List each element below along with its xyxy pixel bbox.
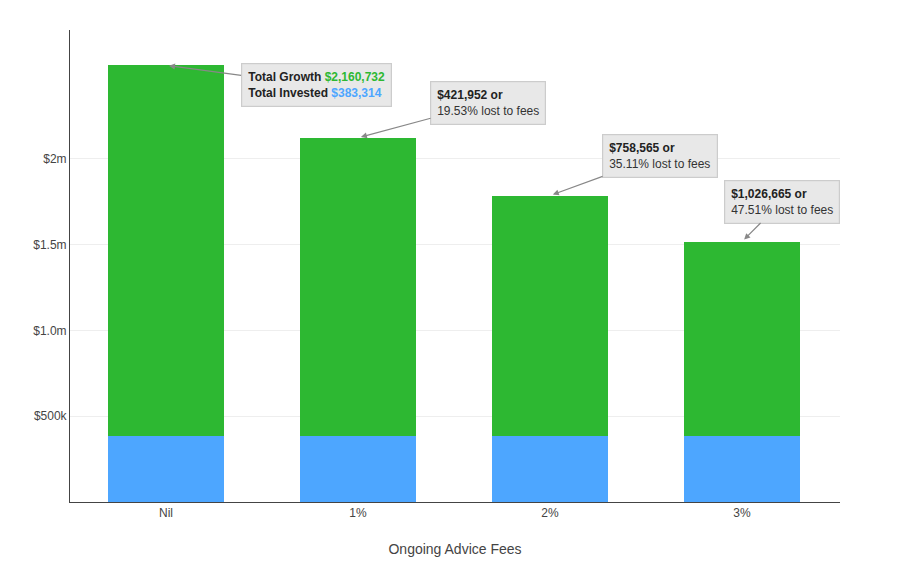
svg-text:3%: 3% (733, 506, 751, 520)
svg-text:2%: 2% (541, 506, 559, 520)
svg-text:Nil: Nil (159, 506, 173, 520)
svg-text:1%: 1% (349, 506, 367, 520)
svg-text:$1,026,665 or47.51% lost to fe: $1,026,665 or47.51% lost to fees (731, 187, 833, 217)
svg-text:$1.5m: $1.5m (33, 238, 66, 252)
svg-text:$500k: $500k (34, 409, 68, 423)
svg-text:$2m: $2m (43, 152, 66, 166)
svg-text:Ongoing Advice Fees: Ongoing Advice Fees (388, 541, 521, 557)
svg-text:$758,565 or35.11% lost to fees: $758,565 or35.11% lost to fees (609, 141, 710, 171)
svg-text:Total Growth $2,160,732Total I: Total Growth $2,160,732Total Invested $3… (248, 70, 385, 100)
svg-text:$421,952 or19.53% lost to fees: $421,952 or19.53% lost to fees (437, 88, 539, 118)
svg-text:$1.0m: $1.0m (33, 324, 66, 338)
